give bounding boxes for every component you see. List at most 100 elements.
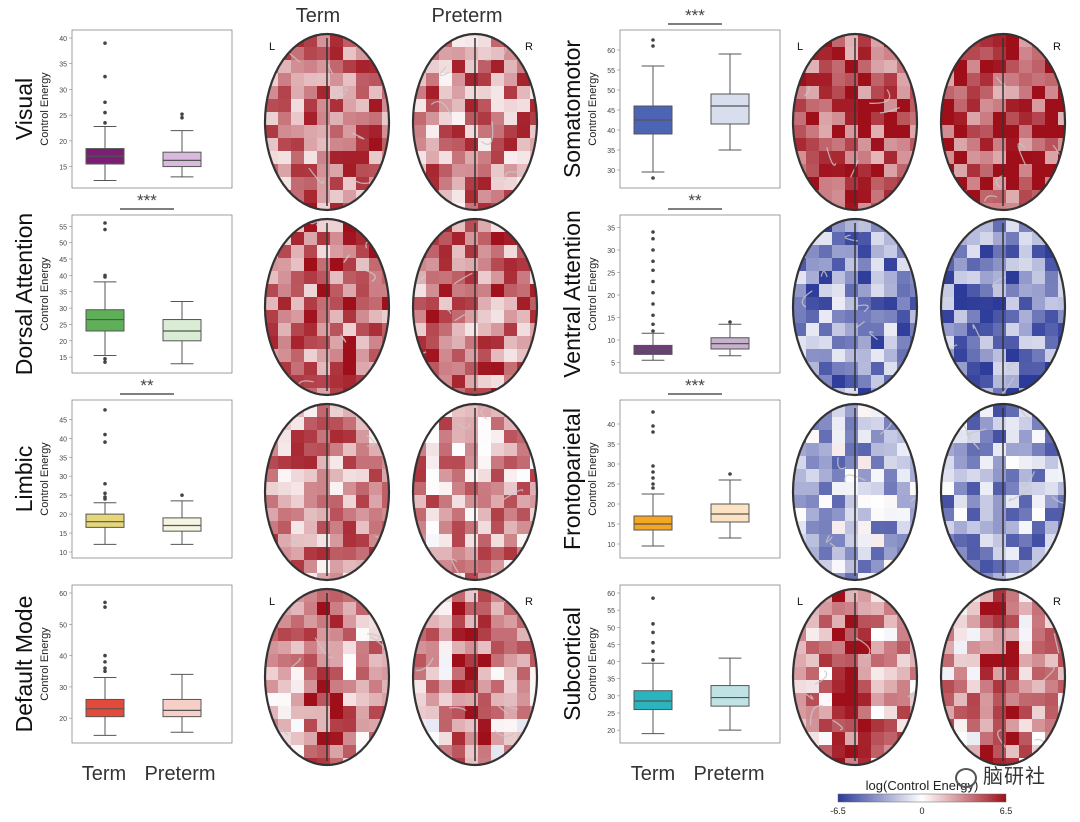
brain-parcel (317, 73, 331, 87)
brain-parcel (517, 375, 531, 389)
brain-parcel (478, 112, 492, 126)
brain-parcel (304, 245, 318, 259)
brain-parcel (356, 323, 370, 337)
brain-parcel (845, 203, 859, 210)
brain-parcel (954, 469, 968, 483)
brain-outline (411, 587, 539, 767)
brain-parcel (819, 654, 833, 668)
brain-parcel (330, 482, 344, 496)
brain-parcel (265, 284, 279, 298)
brain-parcel (793, 745, 807, 759)
brain-parcel (382, 469, 389, 483)
brain-parcel (819, 297, 833, 311)
brain-parcel (1032, 99, 1046, 113)
brain-parcel (426, 86, 440, 100)
outlier-point (103, 360, 107, 364)
brain-outline (411, 217, 539, 397)
brain-parcel (993, 573, 1007, 580)
brain-parcel (382, 245, 389, 259)
brain-parcel (806, 654, 820, 668)
brain-parcel (884, 547, 898, 561)
brain-parcel (304, 349, 318, 363)
brain-parcel (439, 469, 453, 483)
brain-parcel (954, 336, 968, 350)
brain-parcel (439, 388, 453, 395)
brain-parcel (967, 86, 981, 100)
brain-parcel (845, 73, 859, 87)
brain-parcel (478, 349, 492, 363)
outlier-point (651, 430, 655, 434)
brain-parcel (304, 628, 318, 642)
brain-parcel (491, 469, 505, 483)
brain-parcel (845, 112, 859, 126)
brain-parcel (369, 469, 383, 483)
brain-parcel (491, 430, 505, 444)
brain-parcel (413, 404, 427, 418)
brain-parcel (1006, 245, 1020, 259)
brain-parcel (897, 508, 911, 522)
brain-parcel (491, 534, 505, 548)
brain-parcel (832, 693, 846, 707)
brain-parcel (1019, 190, 1033, 204)
brain-parcel (343, 602, 357, 616)
brain-parcel (806, 680, 820, 694)
brain-parcel (980, 323, 994, 337)
brain-map-preterm (939, 402, 1067, 582)
y-tick-label: 25 (59, 322, 67, 329)
brain-parcel (504, 482, 518, 496)
brain-parcel (304, 177, 318, 191)
brain-parcel (910, 602, 917, 616)
y-tick-label: 40 (59, 436, 67, 443)
brain-parcels (265, 589, 389, 765)
brain-parcel (439, 508, 453, 522)
brain-parcel (845, 534, 859, 548)
brain-parcel (819, 47, 833, 61)
brain-parcel (426, 495, 440, 509)
brain-parcel (858, 534, 872, 548)
y-tick-label: 25 (59, 493, 67, 500)
brain-parcel (941, 758, 955, 765)
brain-parcel (871, 271, 885, 285)
outlier-point (103, 273, 107, 278)
brain-parcel (369, 641, 383, 655)
brain-parcel (1006, 258, 1020, 272)
brain-parcel (1019, 297, 1033, 311)
brain-parcel (369, 323, 383, 337)
brain-parcel (967, 732, 981, 746)
brain-parcel (845, 375, 859, 389)
brain-parcel (356, 203, 370, 210)
brain-parcel (897, 86, 911, 100)
brain-parcel (954, 164, 968, 178)
brain-parcel (530, 164, 537, 178)
brain-parcel (343, 456, 357, 470)
brain-parcel (806, 151, 820, 165)
brain-parcel (871, 349, 885, 363)
outlier-point (651, 649, 655, 654)
brain-parcel (819, 336, 833, 350)
brain-parcel (356, 534, 370, 548)
brain-parcel (439, 534, 453, 548)
brain-parcel (954, 654, 968, 668)
brain-parcel (871, 86, 885, 100)
brain-parcel (439, 177, 453, 191)
brain-parcel (465, 125, 479, 139)
brain-parcel (832, 534, 846, 548)
brain-parcel (369, 521, 383, 535)
brain-parcel (452, 362, 466, 376)
brain-parcel (330, 693, 344, 707)
brain-parcel (1006, 641, 1020, 655)
brain-parcel (426, 706, 440, 720)
brain-parcel (845, 680, 859, 694)
brain-parcel (941, 602, 955, 616)
brain-parcel (426, 112, 440, 126)
brain-parcel (897, 654, 911, 668)
brain-parcel (465, 573, 479, 580)
brain-parcel (517, 323, 531, 337)
brain-parcel (426, 534, 440, 548)
brain-parcel (980, 693, 994, 707)
brain-parcel (278, 99, 292, 113)
brain-parcel (356, 508, 370, 522)
brain-parcel (993, 628, 1007, 642)
brain-parcel (413, 680, 427, 694)
sulcus-line (308, 167, 325, 184)
